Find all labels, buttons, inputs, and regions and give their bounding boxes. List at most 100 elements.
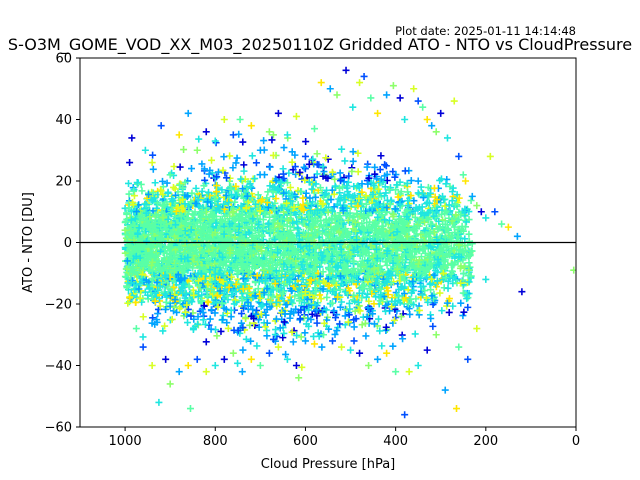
scatter-point <box>296 168 304 176</box>
scatter-point <box>238 206 246 214</box>
scatter-point <box>184 319 192 327</box>
scatter-point <box>215 249 223 257</box>
scatter-point <box>376 189 384 197</box>
scatter-point <box>123 209 131 217</box>
scatter-point <box>370 300 378 308</box>
scatter-point <box>365 174 373 182</box>
scatter-point <box>464 303 472 311</box>
scatter-point <box>293 218 301 226</box>
scatter-point <box>208 156 216 164</box>
scatter-point <box>253 306 261 314</box>
scatter-point <box>349 157 357 165</box>
scatter-point <box>391 173 399 181</box>
scatter-point <box>383 261 391 269</box>
scatter-point <box>337 280 345 288</box>
scatter-point <box>417 283 425 291</box>
scatter-point <box>159 191 167 199</box>
scatter-point <box>305 160 313 168</box>
scatter-point <box>288 158 296 166</box>
scatter-point <box>205 170 213 178</box>
scatter-point <box>338 145 346 153</box>
scatter-point <box>381 183 389 191</box>
scatter-point <box>181 274 189 282</box>
scatter-point <box>232 182 240 190</box>
scatter-point <box>159 183 167 191</box>
scatter-point <box>163 179 171 187</box>
scatter-point <box>251 175 259 183</box>
scatter-point <box>244 198 252 206</box>
scatter-point <box>383 177 391 185</box>
scatter-point <box>150 222 158 230</box>
scatter-point <box>322 306 330 314</box>
scatter-point <box>257 303 265 311</box>
scatter-point <box>350 291 358 299</box>
scatter-point <box>336 303 344 311</box>
scatter-point <box>125 190 133 198</box>
scatter-point <box>286 314 294 322</box>
scatter-point <box>283 179 291 187</box>
scatter-point <box>451 201 459 209</box>
scatter-point <box>189 264 197 272</box>
scatter-point <box>199 316 207 324</box>
scatter-point <box>441 202 449 210</box>
scatter-point <box>337 252 345 260</box>
scatter-point <box>419 190 427 198</box>
scatter-point <box>327 196 335 204</box>
scatter-point <box>330 286 338 294</box>
scatter-point <box>459 312 467 320</box>
scatter-point <box>460 263 468 271</box>
scatter-point <box>263 326 271 334</box>
scatter-point <box>181 294 189 302</box>
scatter-point <box>362 332 370 340</box>
scatter-point <box>300 298 308 306</box>
scatter-point <box>274 249 282 257</box>
scatter-point <box>225 199 233 207</box>
scatter-point <box>242 193 250 201</box>
scatter-point <box>208 285 216 293</box>
scatter-point <box>426 229 434 237</box>
scatter-point <box>206 192 214 200</box>
scatter-point <box>272 315 280 323</box>
scatter-point <box>185 282 193 290</box>
scatter-point <box>317 295 325 303</box>
scatter-point <box>363 313 371 321</box>
scatter-point <box>402 294 410 302</box>
scatter-point <box>427 220 435 228</box>
scatter-point <box>336 320 344 328</box>
scatter-point <box>265 265 273 273</box>
scatter-point <box>220 153 228 161</box>
scatter-point <box>193 199 201 207</box>
scatter-point <box>217 327 225 335</box>
scatter-point <box>399 335 407 343</box>
scatter-point <box>439 269 447 277</box>
scatter-point <box>463 295 471 303</box>
scatter-point <box>301 165 309 173</box>
scatter-point <box>460 308 468 316</box>
scatter-point <box>354 168 362 176</box>
scatter-point <box>382 323 390 331</box>
scatter-point <box>263 319 271 327</box>
scatter-point <box>280 279 288 287</box>
scatter-point <box>154 310 162 318</box>
scatter-point <box>420 211 428 219</box>
scatter-point <box>343 228 351 236</box>
scatter-point <box>254 191 262 199</box>
scatter-point <box>351 297 359 305</box>
scatter-point <box>445 201 453 209</box>
scatter-point <box>444 284 452 292</box>
scatter-point <box>351 307 359 315</box>
scatter-point <box>406 310 414 318</box>
scatter-point <box>200 165 208 173</box>
scatter-point <box>152 233 160 241</box>
scatter-point <box>287 287 295 295</box>
scatter-point <box>302 189 310 197</box>
scatter-point <box>144 291 152 299</box>
scatter-point <box>350 182 358 190</box>
scatter-point <box>234 359 242 367</box>
scatter-point <box>221 281 229 289</box>
scatter-point <box>248 152 256 160</box>
scatter-point <box>397 284 405 292</box>
scatter-point <box>346 319 354 327</box>
scatter-point <box>285 169 293 177</box>
scatter-point <box>269 286 277 294</box>
